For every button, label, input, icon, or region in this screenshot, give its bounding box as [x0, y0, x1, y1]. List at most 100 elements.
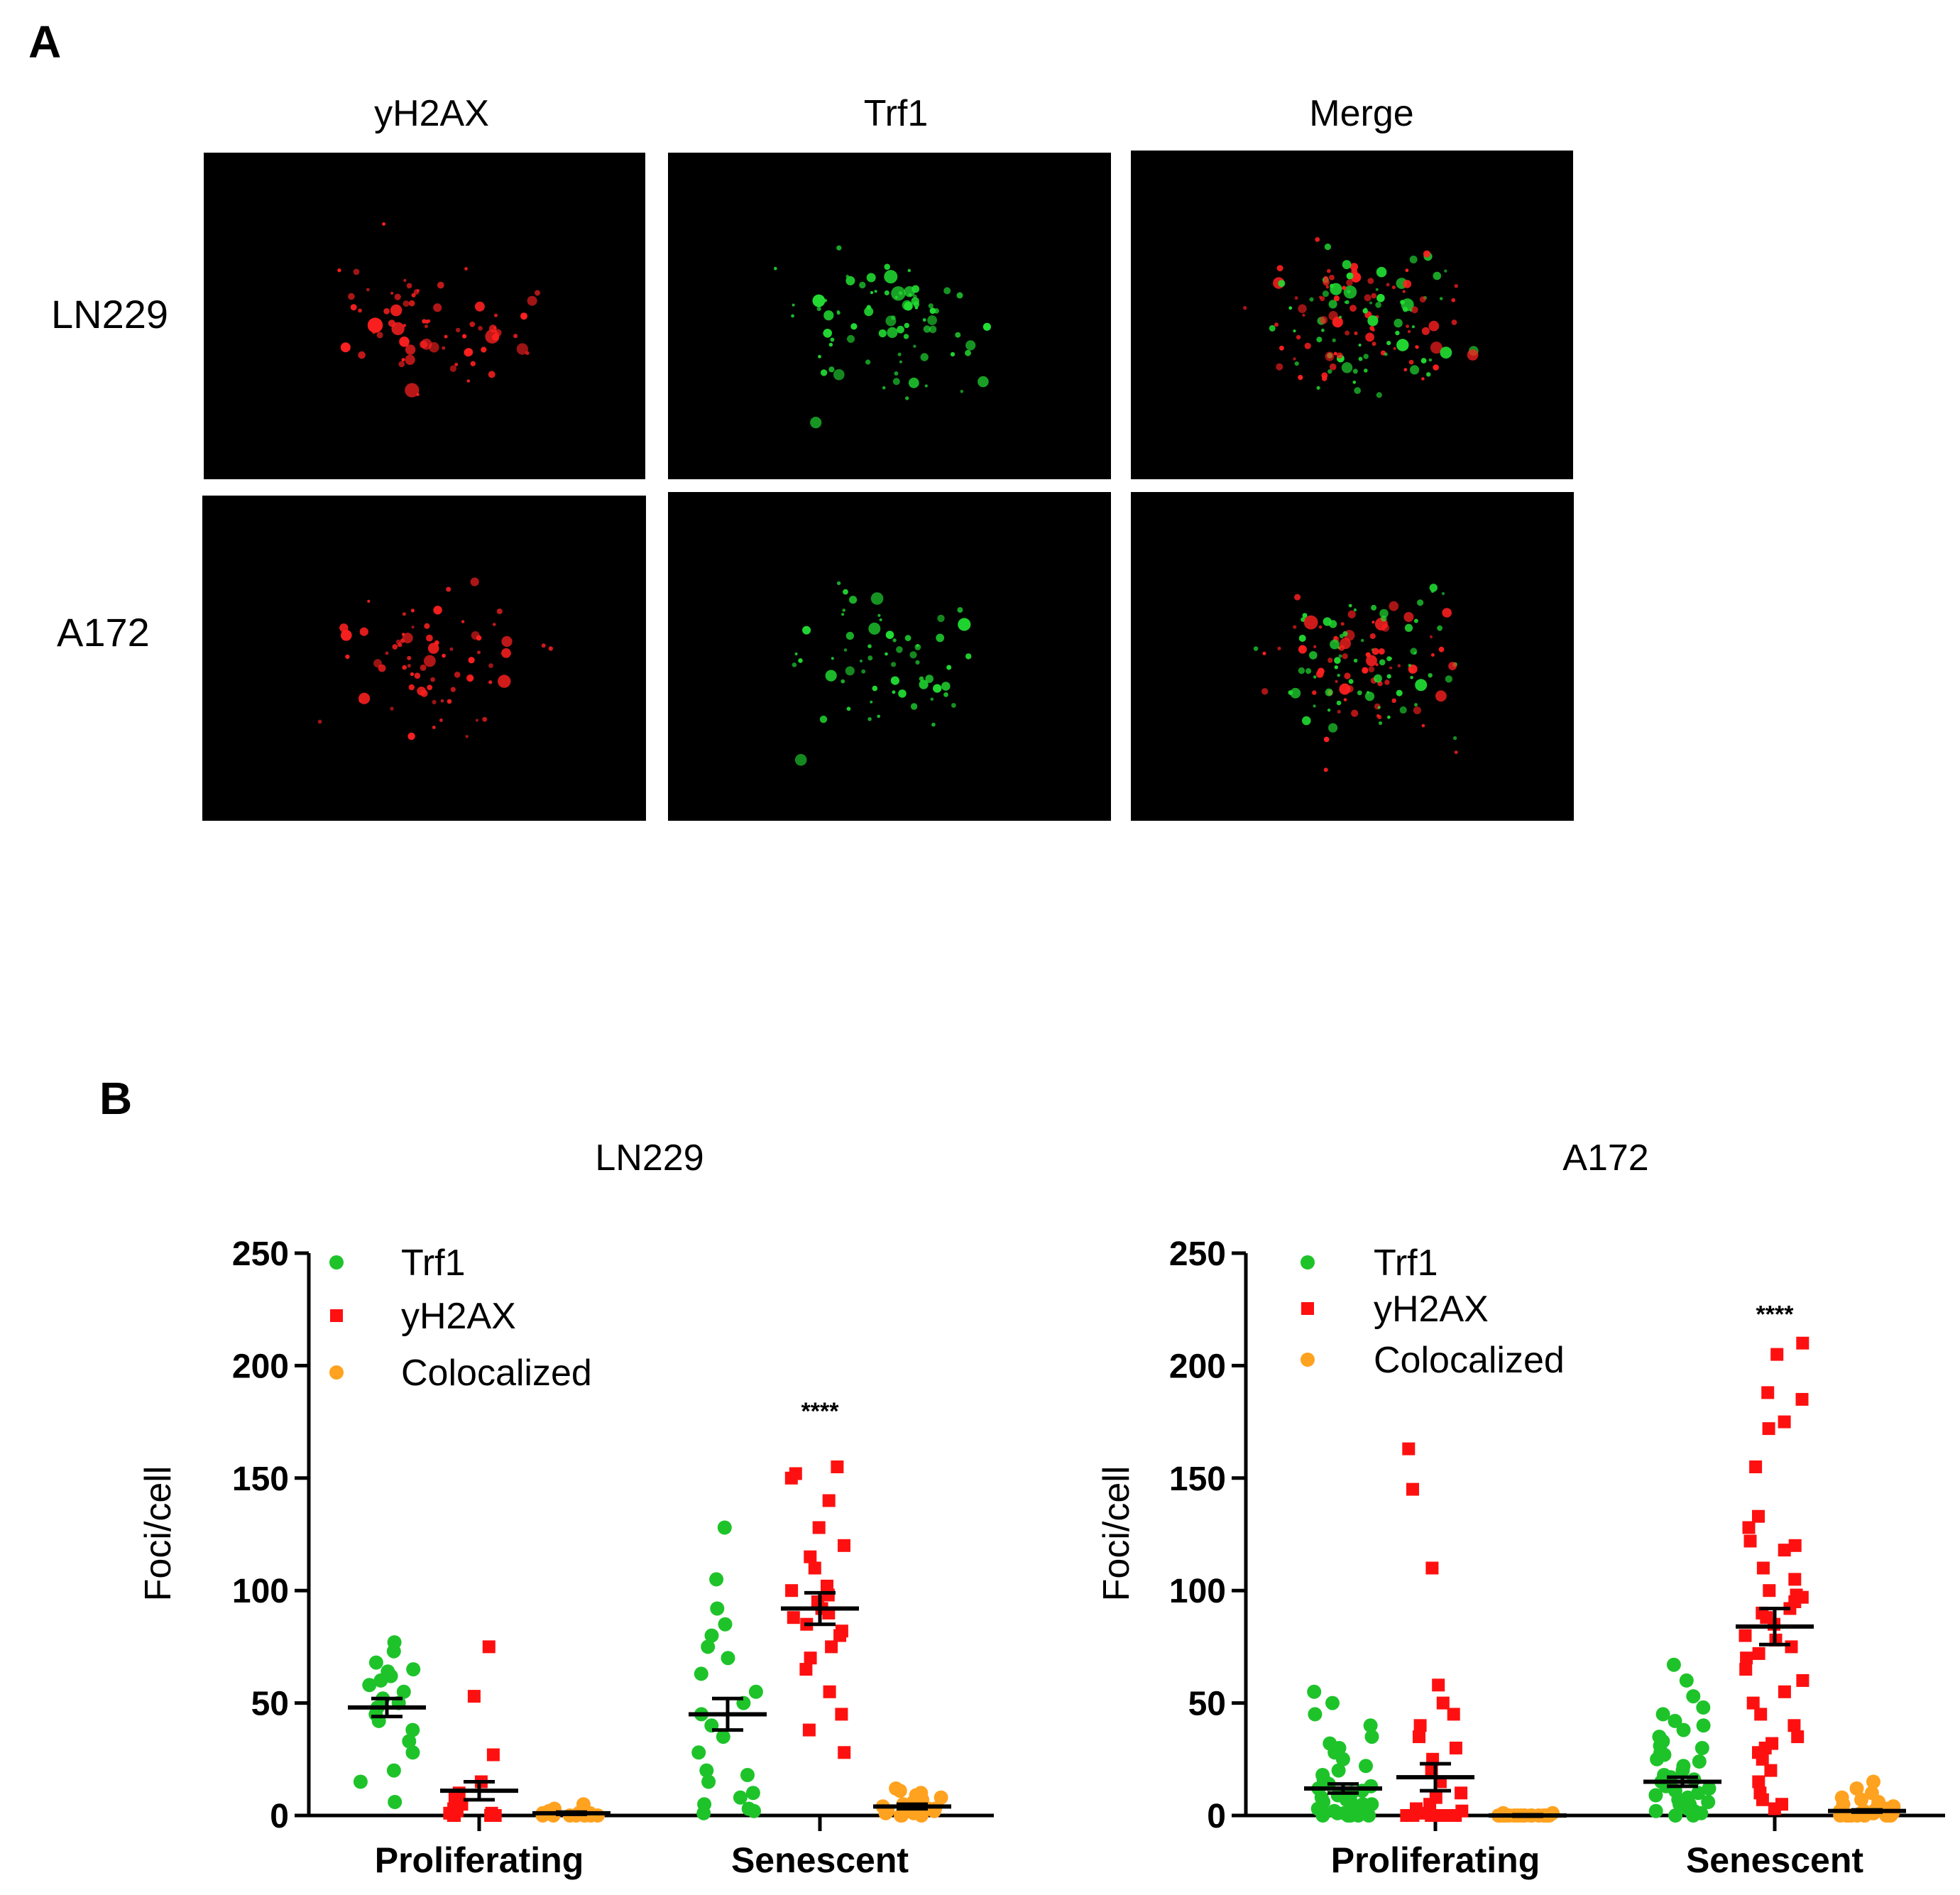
data-point-yh2ax — [835, 1708, 848, 1721]
focus-dot — [1312, 690, 1317, 695]
focus-dot — [1348, 679, 1354, 684]
focus-dot — [1290, 687, 1301, 699]
focus-dot — [847, 334, 855, 343]
data-point-trf1 — [1675, 1763, 1690, 1778]
focus-dot — [823, 329, 832, 338]
focus-dot — [1363, 354, 1369, 359]
focus-dot — [1353, 608, 1357, 612]
focus-dot — [1328, 311, 1338, 321]
focus-dot — [898, 291, 903, 295]
focus-dot — [454, 671, 461, 678]
data-point-yh2ax — [1764, 1764, 1778, 1777]
data-point-yh2ax — [1436, 1696, 1450, 1710]
focus-dot — [836, 581, 841, 586]
focus-dot — [1350, 272, 1362, 283]
data-point-colocalized — [1866, 1774, 1880, 1789]
focus-dot — [810, 417, 822, 429]
focus-dot — [842, 608, 845, 612]
focus-dot — [965, 340, 976, 351]
focus-dot — [1346, 685, 1354, 693]
focus-dot — [1386, 656, 1392, 662]
focus-dot — [905, 396, 909, 400]
focus-dot — [432, 699, 437, 704]
focus-dot — [1376, 266, 1387, 278]
micrograph-ln229-trf1 — [668, 153, 1111, 479]
data-point-trf1 — [1696, 1718, 1711, 1733]
focus-dot — [477, 650, 481, 655]
focus-dot — [1439, 297, 1443, 300]
focus-dot — [403, 278, 407, 283]
focus-dot — [1408, 663, 1412, 667]
focus-dot — [492, 623, 496, 626]
focus-dot — [1358, 356, 1363, 361]
data-point-trf1 — [1362, 1808, 1376, 1823]
focus-dot — [877, 714, 880, 719]
focus-dot — [1413, 618, 1418, 623]
focus-dot — [833, 368, 845, 381]
focus-dot — [1330, 283, 1342, 295]
focus-dot — [1276, 363, 1283, 371]
focus-dot — [1342, 653, 1348, 660]
focus-dot — [1403, 612, 1414, 622]
focus-dot — [1353, 658, 1358, 663]
focus-dot — [1451, 297, 1456, 302]
focus-dot — [1406, 324, 1409, 328]
focus-dot — [892, 638, 897, 643]
focus-dot — [1415, 345, 1419, 349]
focus-dot — [433, 606, 442, 615]
data-point-yh2ax — [812, 1521, 826, 1534]
micrograph-ln229-yh2ax — [204, 153, 645, 479]
data-point-yh2ax — [831, 1460, 844, 1473]
focus-dot — [843, 648, 848, 652]
focus-dot — [1405, 268, 1409, 273]
focus-dot — [982, 322, 991, 331]
data-point-yh2ax — [484, 1809, 498, 1822]
data-point-yh2ax — [1778, 1544, 1791, 1557]
focus-dot — [1384, 679, 1390, 685]
focus-dot — [1344, 672, 1351, 679]
focus-dot — [1327, 657, 1333, 663]
focus-dot — [1343, 698, 1347, 701]
focus-dot — [885, 630, 894, 639]
focus-dot — [1367, 315, 1379, 327]
y-tick-label: 200 — [1169, 1348, 1226, 1385]
focus-dot — [1293, 329, 1296, 333]
focus-dot — [1403, 280, 1412, 288]
focus-dot — [913, 294, 917, 299]
focus-dot — [816, 306, 821, 312]
focus-dot — [470, 361, 476, 366]
focus-dot — [1323, 275, 1328, 280]
focus-dot — [1389, 666, 1393, 670]
focus-dot — [1329, 363, 1337, 371]
focus-dot — [1343, 285, 1357, 299]
focus-dot — [904, 635, 911, 642]
focus-dot — [1403, 368, 1408, 372]
micrograph-ln229-merge — [1131, 151, 1573, 479]
column-label-merge: Merge — [1309, 93, 1414, 134]
focus-dot — [427, 643, 439, 654]
data-point-yh2ax — [1756, 1752, 1769, 1766]
focus-dot — [1400, 300, 1405, 305]
focus-dot — [1384, 352, 1388, 356]
focus-dot — [978, 376, 989, 388]
focus-dot — [933, 684, 942, 693]
focus-dot — [437, 281, 444, 289]
focus-dot — [1347, 610, 1356, 618]
focus-dot — [498, 675, 511, 688]
data-point-trf1 — [694, 1666, 708, 1681]
focus-dot — [493, 313, 498, 317]
focus-dot — [911, 297, 919, 305]
focus-dot — [1352, 381, 1357, 384]
focus-dot — [828, 366, 835, 373]
focus-dot — [884, 290, 889, 295]
focus-dot — [407, 732, 415, 741]
focus-dot — [411, 293, 416, 297]
data-point-yh2ax — [1739, 1629, 1752, 1642]
focus-dot — [919, 679, 929, 689]
focus-dot — [1302, 613, 1308, 618]
focus-dot — [424, 655, 436, 667]
focus-dot — [1288, 306, 1293, 310]
data-point-trf1 — [701, 1774, 716, 1789]
focus-dot — [802, 626, 811, 635]
data-point-yh2ax — [1413, 1719, 1427, 1732]
